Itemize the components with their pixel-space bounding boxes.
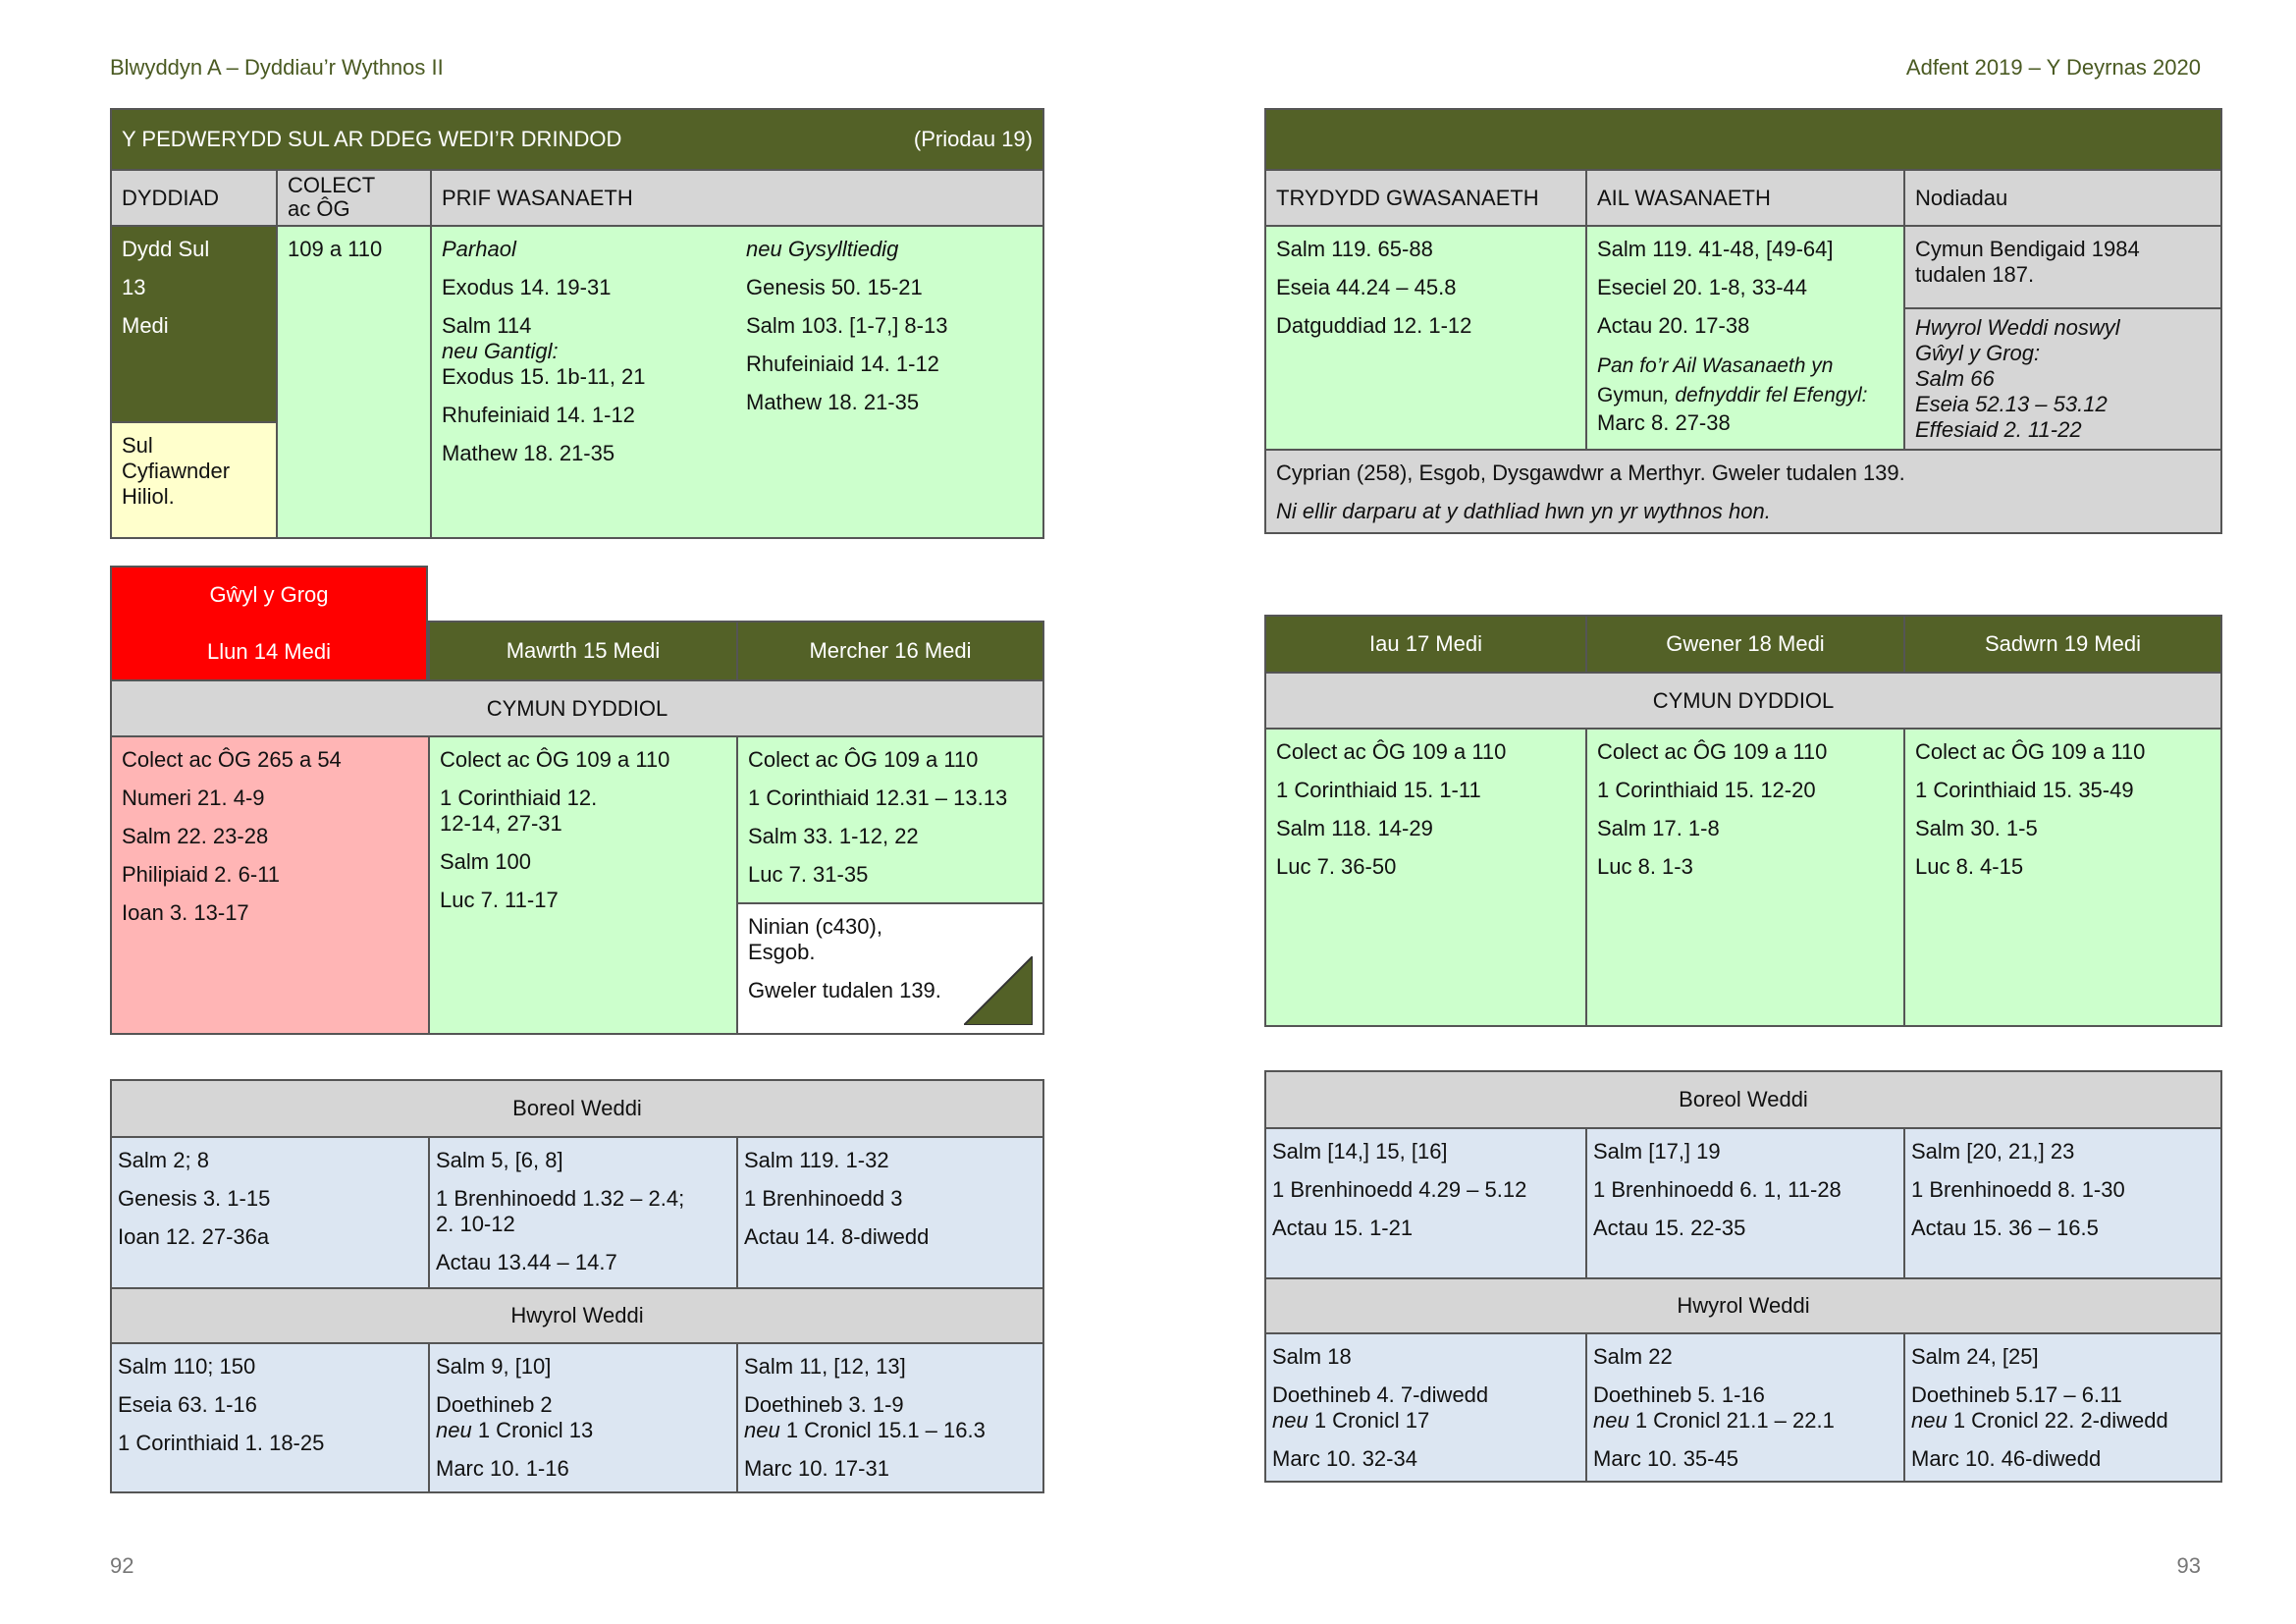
third-service-cell: Salm 119. 65-88 Eseia 44.24 – 45.8 Datgu… — [1266, 225, 1585, 449]
sunday-title-bar: Y PEDWERYDD SUL AR DDEG WEDI’R DRINDOD (… — [112, 110, 1042, 169]
thursday-cell: Colect ac ÔG 109 a 110 1 Corinthiaid 15.… — [1266, 728, 1585, 1025]
sunday-table-right: TRYDYDD GWASANAETH AIL WASANAETH Nodiada… — [1264, 108, 2222, 534]
sunday-day-cell: Dydd Sul 13 Medi — [112, 225, 276, 421]
day-header-wednesday: Mercher 16 Medi — [736, 621, 1042, 679]
col-header-third: TRYDYDD GWASANAETH — [1266, 169, 1585, 225]
evening-prayer-title-left: Hwyrol Weddi — [112, 1287, 1042, 1342]
second-service-cell: Salm 119. 41-48, [49-64] Eseciel 20. 1-8… — [1585, 225, 1903, 449]
morning-monday: Salm 2; 8 Genesis 3. 1-15 Ioan 12. 27-36… — [112, 1136, 428, 1287]
tuesday-cell: Colect ac ÔG 109 a 110 1 Corinthiaid 12.… — [428, 735, 736, 1033]
day-header-monday: Llun 14 Medi — [207, 639, 331, 664]
weekday-table-right: Iau 17 Medi Gwener 18 Medi Sadwrn 19 Med… — [1264, 615, 2222, 1027]
sunday-related-cell: neu Gysylltiedig Genesis 50. 15-21 Salm … — [736, 225, 1042, 537]
evening-tuesday: Salm 9, [10] Doethineb 2 neu 1 Cronicl 1… — [428, 1342, 736, 1491]
col-header-second: AIL WASANAETH — [1585, 169, 1903, 225]
wednesday-cell: Colect ac ÔG 109 a 110 1 Corinthiaid 12.… — [736, 735, 1042, 902]
evening-monday: Salm 110; 150 Eseia 63. 1-16 1 Corinthia… — [112, 1342, 428, 1491]
page-reference-triangle-icon — [964, 956, 1033, 1025]
monday-cell: Colect ac ÔG 265 a 54 Numeri 21. 4-9 Sal… — [112, 735, 428, 1033]
offices-table-right: Boreol Weddi Salm [14,] 15, [16] 1 Brenh… — [1264, 1070, 2222, 1483]
sunday-right-title-bar — [1266, 110, 2220, 169]
day-header-thursday: Iau 17 Medi — [1266, 617, 1585, 672]
sunday-note: (Priodau 19) — [913, 127, 1033, 151]
section-cymun-dyddiol-right: CYMUN DYDDIOL — [1266, 672, 2220, 728]
morning-thursday: Salm [14,] 15, [16] 1 Brenhinoedd 4.29 –… — [1266, 1127, 1585, 1277]
notes-cell-2: Hwyrol Weddi noswyl Gŵyl y Grog: Salm 66… — [1903, 307, 2220, 449]
sunday-table-left: Y PEDWERYDD SUL AR DDEG WEDI’R DRINDOD (… — [110, 108, 1044, 539]
sunday-title: Y PEDWERYDD SUL AR DDEG WEDI’R DRINDOD — [122, 127, 622, 151]
commemoration-note: Cyprian (258), Esgob, Dysgawdwr a Merthy… — [1266, 449, 2220, 532]
evening-wednesday: Salm 11, [12, 13] Doethineb 3. 1-9 neu 1… — [736, 1342, 1042, 1491]
evening-saturday: Salm 24, [25] Doethineb 5.17 – 6.11 neu … — [1903, 1332, 2220, 1481]
morning-prayer-title-right: Boreol Weddi — [1266, 1072, 2220, 1127]
morning-wednesday: Salm 119. 1-32 1 Brenhinoedd 3 Actau 14.… — [736, 1136, 1042, 1287]
running-header-left: Blwyddyn A – Dyddiau’r Wythnos II — [110, 55, 444, 80]
sunday-collect-cell: 109 a 110 — [276, 225, 430, 537]
page-number-right: 93 — [2176, 1553, 2201, 1578]
feast-cell: Gŵyl y Grog Llun 14 Medi — [110, 566, 428, 681]
evening-friday: Salm 22 Doethineb 5. 1-16 neu 1 Cronicl … — [1585, 1332, 1903, 1481]
feast-title: Gŵyl y Grog — [209, 582, 329, 607]
col-header-day: DYDDIAD — [112, 169, 276, 225]
day-header-friday: Gwener 18 Medi — [1585, 617, 1903, 672]
col-header-notes: Nodiadau — [1903, 169, 2220, 225]
running-header-right: Adfent 2019 – Y Deyrnas 2020 — [1905, 55, 2201, 80]
col-header-main: PRIF WASANAETH — [430, 169, 1042, 225]
evening-prayer-title-right: Hwyrol Weddi — [1266, 1277, 2220, 1332]
page-number-left: 92 — [110, 1553, 134, 1578]
sunday-continuous-cell: Parhaol Exodus 14. 19-31 Salm 114 neu Ga… — [430, 225, 736, 537]
morning-saturday: Salm [20, 21,] 23 1 Brenhinoedd 8. 1-30 … — [1903, 1127, 2220, 1277]
morning-prayer-title-left: Boreol Weddi — [112, 1081, 1042, 1136]
wednesday-note-cell: Ninian (c430), Esgob. Gweler tudalen 139… — [736, 902, 1042, 1033]
section-cymun-dyddiol-left: CYMUN DYDDIOL — [112, 679, 1042, 735]
morning-tuesday: Salm 5, [6, 8] 1 Brenhinoedd 1.32 – 2.4;… — [428, 1136, 736, 1287]
friday-cell: Colect ac ÔG 109 a 110 1 Corinthiaid 15.… — [1585, 728, 1903, 1025]
offices-table-left: Boreol Weddi Salm 2; 8 Genesis 3. 1-15 I… — [110, 1079, 1044, 1493]
evening-thursday: Salm 18 Doethineb 4. 7-diwedd neu 1 Cron… — [1266, 1332, 1585, 1481]
saturday-cell: Colect ac ÔG 109 a 110 1 Corinthiaid 15.… — [1903, 728, 2220, 1025]
weekday-table-left: Mawrth 15 Medi Mercher 16 Medi CYMUN DYD… — [110, 621, 1044, 1035]
day-header-tuesday: Mawrth 15 Medi — [428, 621, 736, 679]
morning-friday: Salm [17,] 19 1 Brenhinoedd 6. 1, 11-28 … — [1585, 1127, 1903, 1277]
day-header-saturday: Sadwrn 19 Medi — [1903, 617, 2220, 672]
sunday-day-note: Sul Cyfiawnder Hiliol. — [112, 421, 276, 537]
notes-cell-1: Cymun Bendigaid 1984 tudalen 187. — [1903, 225, 2220, 307]
col-header-collect: COLECT ac ÔG — [276, 169, 430, 225]
